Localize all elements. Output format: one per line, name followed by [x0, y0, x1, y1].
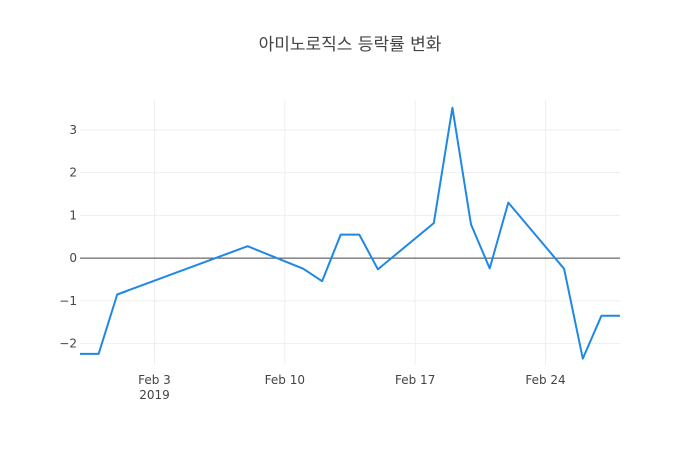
data-point — [563, 268, 565, 270]
series-group — [79, 106, 621, 360]
data-point — [302, 268, 304, 270]
data-point — [507, 202, 509, 204]
y-axis: 3 2 1 0 −1 −2 — [59, 123, 77, 351]
data-point — [321, 280, 323, 282]
data-point — [377, 268, 379, 270]
data-point — [340, 234, 342, 236]
y-tick-label: −1 — [59, 294, 77, 308]
data-point — [247, 245, 249, 247]
grid — [80, 100, 620, 365]
data-point — [98, 353, 100, 355]
x-tick-year-label: 2019 — [139, 388, 170, 402]
data-point — [358, 234, 360, 236]
x-tick-label: Feb 3 — [138, 373, 171, 387]
y-tick-label: −2 — [59, 337, 77, 351]
x-tick-label: Feb 17 — [395, 373, 435, 387]
y-tick-label: 0 — [69, 251, 77, 265]
y-tick-label: 1 — [69, 208, 77, 222]
data-point — [116, 294, 118, 296]
data-point — [470, 223, 472, 225]
x-tick-label: Feb 10 — [265, 373, 305, 387]
y-tick-label: 2 — [69, 166, 77, 180]
chart-title: 아미노로직스 등락률 변화 — [259, 35, 442, 55]
data-point — [79, 353, 81, 355]
data-point — [433, 222, 435, 224]
data-point — [451, 107, 453, 109]
y-tick-label: 3 — [69, 123, 77, 137]
data-point — [582, 358, 584, 360]
x-tick-label: Feb 24 — [525, 373, 565, 387]
series-line — [80, 106, 620, 360]
data-point — [600, 315, 602, 317]
data-point — [619, 315, 621, 317]
data-point — [489, 267, 491, 269]
